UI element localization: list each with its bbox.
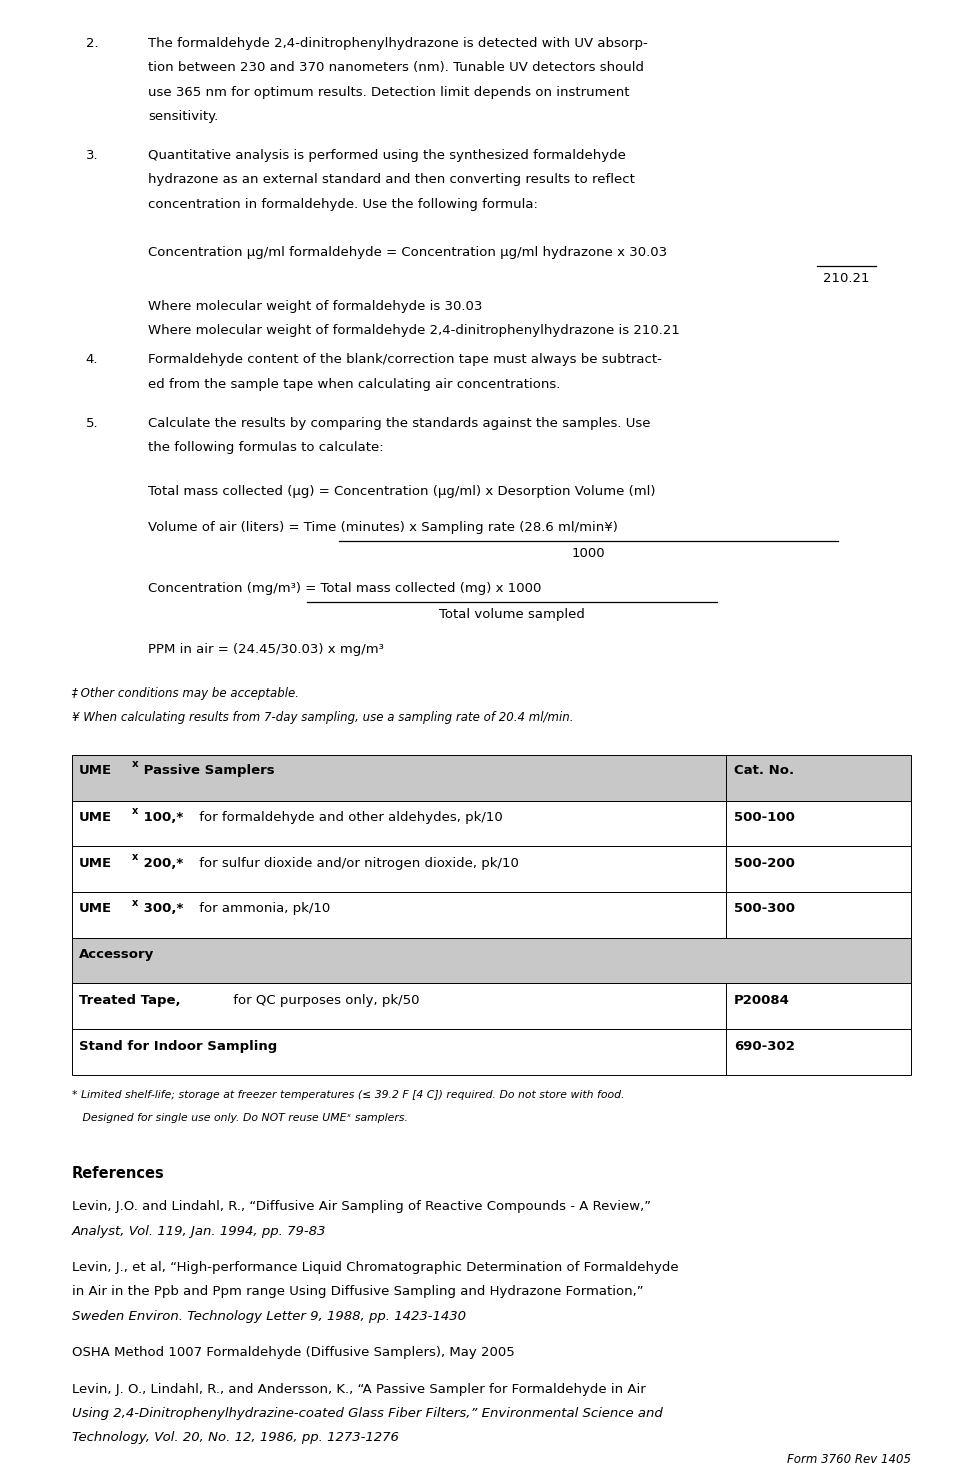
Text: 100,*: 100,* [139, 811, 183, 825]
Text: Total volume sampled: Total volume sampled [439, 608, 584, 621]
Text: 500-100: 500-100 [733, 811, 794, 825]
Text: Designed for single use only. Do NOT reuse UMEˣ samplers.: Designed for single use only. Do NOT reu… [71, 1112, 407, 1122]
Text: x: x [132, 853, 138, 863]
Text: Volume of air (liters) = Time (minutes) x Sampling rate (28.6 ml/min¥): Volume of air (liters) = Time (minutes) … [148, 521, 618, 534]
Text: UME: UME [79, 811, 112, 825]
Bar [71, 892, 910, 938]
Text: Cat. No.: Cat. No. [733, 764, 793, 777]
Text: Accessory: Accessory [79, 948, 154, 962]
Text: PPM in air = (24.45/30.03) x mg/m³: PPM in air = (24.45/30.03) x mg/m³ [148, 643, 383, 656]
Text: Analyst, Vol. 119, Jan. 1994, pp. 79-83: Analyst, Vol. 119, Jan. 1994, pp. 79-83 [71, 1224, 326, 1238]
Text: * Limited shelf-life; storage at freezer temperatures (≤ 39.2 F [4 C]) required.: * Limited shelf-life; storage at freezer… [71, 1090, 623, 1099]
Text: Levin, J.O. and Lindahl, R., “Diffusive Air Sampling of Reactive Compounds - A R: Levin, J.O. and Lindahl, R., “Diffusive … [71, 1201, 650, 1214]
Bar [71, 938, 910, 984]
Text: 4.: 4. [86, 353, 98, 366]
Text: 300,*: 300,* [139, 903, 184, 916]
Bar [71, 1030, 910, 1075]
Text: Levin, J., et al, “High-performance Liquid Chromatographic Determination of Form: Levin, J., et al, “High-performance Liqu… [71, 1261, 678, 1274]
Text: for QC purposes only, pk/50: for QC purposes only, pk/50 [229, 994, 419, 1007]
Text: Stand for Indoor Sampling: Stand for Indoor Sampling [79, 1040, 277, 1053]
Bar [71, 847, 910, 892]
Text: Treated Tape,: Treated Tape, [79, 994, 181, 1007]
Text: Using 2,4-Dinitrophenylhydrazine-coated Glass Fiber Filters,” Environmental Scie: Using 2,4-Dinitrophenylhydrazine-coated … [71, 1407, 661, 1420]
Text: 5.: 5. [86, 416, 98, 429]
Text: for ammonia, pk/10: for ammonia, pk/10 [195, 903, 331, 916]
Text: x: x [132, 760, 138, 770]
Text: ed from the sample tape when calculating air concentrations.: ed from the sample tape when calculating… [148, 378, 559, 391]
Text: References: References [71, 1167, 164, 1181]
Text: Levin, J. O., Lindahl, R., and Andersson, K., “A Passive Sampler for Formaldehyd: Levin, J. O., Lindahl, R., and Andersson… [71, 1382, 644, 1395]
Text: 690-302: 690-302 [733, 1040, 794, 1053]
Text: x: x [132, 807, 138, 817]
Text: Technology, Vol. 20, No. 12, 1986, pp. 1273-1276: Technology, Vol. 20, No. 12, 1986, pp. 1… [71, 1431, 398, 1444]
Text: P20084: P20084 [733, 994, 789, 1007]
Text: x: x [132, 898, 138, 909]
Text: use 365 nm for optimum results. Detection limit depends on instrument: use 365 nm for optimum results. Detectio… [148, 86, 629, 99]
Text: Total mass collected (μg) = Concentration (μg/ml) x Desorption Volume (ml): Total mass collected (μg) = Concentratio… [148, 485, 655, 497]
Text: 2.: 2. [86, 37, 98, 50]
Text: UME: UME [79, 857, 112, 870]
Text: hydrazone as an external standard and then converting results to reflect: hydrazone as an external standard and th… [148, 173, 634, 186]
Text: Sweden Environ. Technology Letter 9, 1988, pp. 1423-1430: Sweden Environ. Technology Letter 9, 198… [71, 1310, 465, 1323]
Text: UME: UME [79, 903, 112, 916]
Bar [71, 755, 910, 801]
Text: 500-200: 500-200 [733, 857, 794, 870]
Text: Quantitative analysis is performed using the synthesized formaldehyde: Quantitative analysis is performed using… [148, 149, 625, 162]
Text: for formaldehyde and other aldehydes, pk/10: for formaldehyde and other aldehydes, pk… [195, 811, 502, 825]
Text: concentration in formaldehyde. Use the following formula:: concentration in formaldehyde. Use the f… [148, 198, 537, 211]
Text: 210.21: 210.21 [822, 271, 868, 285]
Text: Calculate the results by comparing the standards against the samples. Use: Calculate the results by comparing the s… [148, 416, 650, 429]
Text: ‡ Other conditions may be acceptable.: ‡ Other conditions may be acceptable. [71, 687, 299, 699]
Bar [71, 801, 910, 847]
Text: UME: UME [79, 764, 112, 777]
Text: ¥ When calculating results from 7-day sampling, use a sampling rate of 20.4 ml/m: ¥ When calculating results from 7-day sa… [71, 711, 573, 724]
Text: sensitivity.: sensitivity. [148, 111, 218, 122]
Text: Formaldehyde content of the blank/correction tape must always be subtract-: Formaldehyde content of the blank/correc… [148, 353, 661, 366]
Bar [71, 984, 910, 1030]
Text: OSHA Method 1007 Formaldehyde (Diffusive Samplers), May 2005: OSHA Method 1007 Formaldehyde (Diffusive… [71, 1347, 514, 1360]
Text: Concentration (mg/m³) = Total mass collected (mg) x 1000: Concentration (mg/m³) = Total mass colle… [148, 583, 540, 594]
Text: Form 3760 Rev 1405: Form 3760 Rev 1405 [786, 1453, 910, 1466]
Text: Where molecular weight of formaldehyde 2,4-dinitrophenylhydrazone is 210.21: Where molecular weight of formaldehyde 2… [148, 324, 679, 338]
Text: in Air in the Ppb and Ppm range Using Diffusive Sampling and Hydrazone Formation: in Air in the Ppb and Ppm range Using Di… [71, 1285, 642, 1298]
Text: 3.: 3. [86, 149, 98, 162]
Text: the following formulas to calculate:: the following formulas to calculate: [148, 441, 383, 454]
Text: 1000: 1000 [571, 547, 604, 560]
Text: 200,*: 200,* [139, 857, 183, 870]
Text: 500-300: 500-300 [733, 903, 794, 916]
Text: tion between 230 and 370 nanometers (nm). Tunable UV detectors should: tion between 230 and 370 nanometers (nm)… [148, 60, 643, 74]
Text: for sulfur dioxide and/or nitrogen dioxide, pk/10: for sulfur dioxide and/or nitrogen dioxi… [195, 857, 518, 870]
Text: Concentration μg/ml formaldehyde = Concentration μg/ml hydrazone x 30.03: Concentration μg/ml formaldehyde = Conce… [148, 246, 666, 260]
Text: Where molecular weight of formaldehyde is 30.03: Where molecular weight of formaldehyde i… [148, 299, 481, 313]
Text: Passive Samplers: Passive Samplers [139, 764, 274, 777]
Text: The formaldehyde 2,4-dinitrophenylhydrazone is detected with UV absorp-: The formaldehyde 2,4-dinitrophenylhydraz… [148, 37, 647, 50]
